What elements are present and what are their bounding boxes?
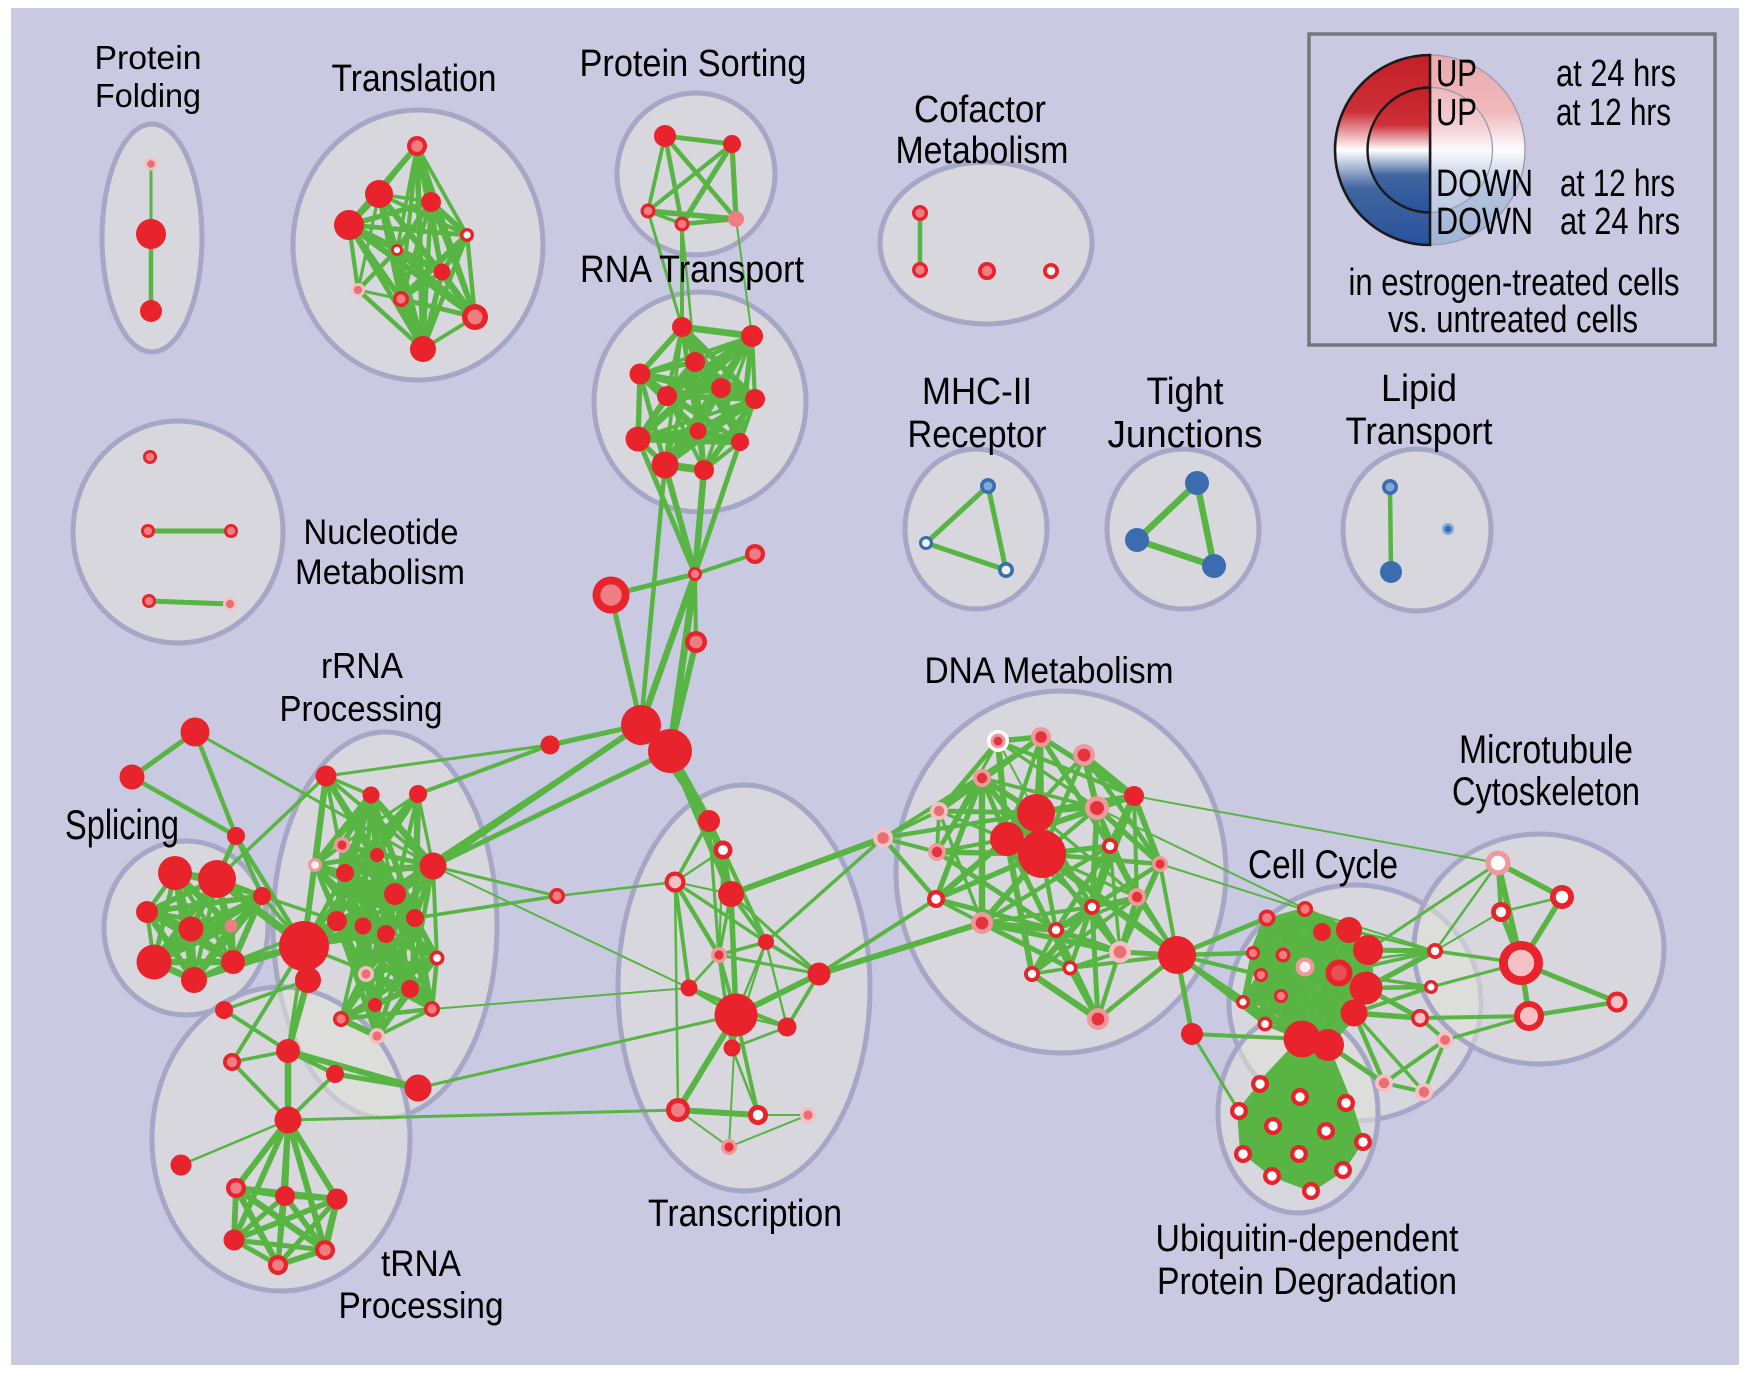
svg-text:in estrogen-treated cells: in estrogen-treated cells <box>1349 262 1680 304</box>
svg-text:UP: UP <box>1436 53 1477 95</box>
svg-text:Cofactor: Cofactor <box>914 89 1046 131</box>
svg-text:Cytoskeleton: Cytoskeleton <box>1452 770 1640 814</box>
svg-text:Processing: Processing <box>280 688 443 729</box>
svg-text:Translation: Translation <box>332 58 497 100</box>
svg-text:Cell Cycle: Cell Cycle <box>1248 843 1398 887</box>
svg-text:at 12 hrs: at 12 hrs <box>1560 163 1675 205</box>
svg-text:Protein Sorting: Protein Sorting <box>580 43 807 85</box>
svg-text:Metabolism: Metabolism <box>295 553 465 592</box>
svg-text:MHC-II: MHC-II <box>922 371 1032 413</box>
svg-text:UP: UP <box>1436 92 1477 134</box>
svg-text:rRNA: rRNA <box>321 645 403 686</box>
svg-text:Protein Degradation: Protein Degradation <box>1157 1261 1457 1303</box>
svg-text:DNA Metabolism: DNA Metabolism <box>925 650 1174 691</box>
svg-text:at 12 hrs: at 12 hrs <box>1556 92 1671 134</box>
svg-text:Transcription: Transcription <box>648 1193 842 1235</box>
svg-text:Tight: Tight <box>1147 371 1224 413</box>
svg-text:tRNA: tRNA <box>381 1243 461 1284</box>
svg-text:Protein: Protein <box>95 39 202 76</box>
svg-text:at 24 hrs: at 24 hrs <box>1560 201 1680 243</box>
svg-text:Processing: Processing <box>339 1285 504 1326</box>
svg-text:Folding: Folding <box>95 77 201 114</box>
svg-text:Microtubule: Microtubule <box>1459 728 1633 772</box>
svg-text:Junctions: Junctions <box>1108 414 1263 456</box>
svg-text:Metabolism: Metabolism <box>896 130 1069 172</box>
svg-text:at 24 hrs: at 24 hrs <box>1556 53 1676 95</box>
svg-text:DOWN: DOWN <box>1436 163 1533 205</box>
svg-text:Ubiquitin-dependent: Ubiquitin-dependent <box>1156 1218 1459 1260</box>
svg-text:Receptor: Receptor <box>908 414 1047 456</box>
svg-text:Nucleotide: Nucleotide <box>304 513 459 552</box>
svg-text:vs. untreated cells: vs. untreated cells <box>1388 299 1638 341</box>
svg-text:RNA Transport: RNA Transport <box>580 249 804 291</box>
svg-text:Transport: Transport <box>1346 411 1493 453</box>
svg-text:Splicing: Splicing <box>65 801 179 848</box>
svg-text:DOWN: DOWN <box>1436 201 1533 243</box>
svg-text:Lipid: Lipid <box>1381 368 1457 410</box>
